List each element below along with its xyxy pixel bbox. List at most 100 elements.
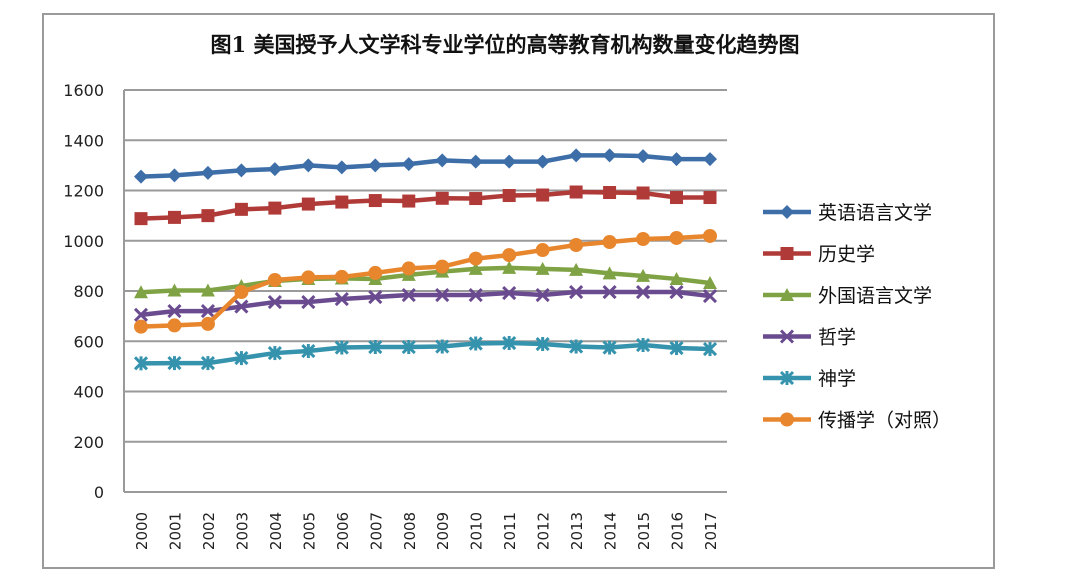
x-tick-label: 2009 (434, 512, 452, 550)
y-tick-label: 400 (73, 383, 104, 402)
x-tick-label: 2000 (133, 512, 151, 550)
square-marker (536, 188, 550, 202)
diamond-marker (267, 162, 282, 177)
x-tick-label: 2001 (166, 512, 184, 550)
diamond-marker (368, 158, 383, 173)
diamond-marker (602, 148, 617, 163)
star-marker (635, 337, 651, 353)
x-marker-stroke (535, 287, 550, 303)
x-tick-label: 2006 (334, 512, 352, 550)
x-marker-stroke (702, 288, 718, 304)
legend-item: 哲学 (763, 327, 856, 349)
square-marker (703, 191, 717, 205)
diamond-marker (636, 149, 651, 164)
circle-marker (703, 228, 717, 243)
triangle-marker (167, 283, 182, 297)
circle-marker (502, 248, 517, 263)
y-tick-label: 1400 (63, 131, 104, 150)
gridlines (124, 89, 727, 443)
star-marker (267, 345, 282, 361)
star-marker (368, 339, 383, 355)
x-marker (234, 299, 249, 314)
star-marker (468, 336, 483, 351)
x-marker-stroke (368, 289, 383, 305)
x-tick-label: 2016 (669, 512, 687, 550)
axes (123, 90, 727, 493)
x-marker-stroke (669, 284, 684, 300)
star-marker (669, 340, 684, 356)
circle-marker (134, 319, 148, 334)
x-marker-stroke (200, 304, 216, 319)
series-1 (134, 185, 717, 226)
triangle-marker (134, 285, 148, 299)
legend-label: 哲学 (818, 327, 856, 349)
triangle-marker (602, 266, 617, 280)
circle-marker (669, 230, 684, 245)
x-marker (368, 289, 383, 305)
chart-title: 图1 美国授予人文学科专业学位的高等教育机构数量变化趋势图 (211, 32, 800, 57)
x-marker (535, 287, 550, 303)
circle-marker (368, 265, 383, 280)
star-marker (702, 341, 718, 357)
square-marker (234, 202, 248, 216)
diamond-marker (167, 168, 182, 183)
x-marker-stroke (133, 307, 149, 322)
series-4 (133, 335, 718, 371)
circle-marker (167, 318, 182, 333)
diamond-marker (200, 165, 215, 180)
legend-label: 外国语言文学 (818, 285, 932, 307)
series-5 (134, 228, 717, 334)
diamond-marker (234, 163, 249, 178)
x-marker (502, 285, 517, 301)
x-marker-stroke (267, 294, 282, 310)
series-group (133, 148, 718, 371)
x-marker-stroke (401, 287, 416, 303)
x-axis-ticks: 2000 2001 2002 2003 2004 2005 2006 2007 2008 2009… (133, 512, 720, 550)
square-marker (569, 185, 583, 199)
circle-marker (200, 316, 215, 331)
x-tick-label: 2005 (300, 512, 318, 550)
legend-label: 神学 (818, 368, 856, 390)
star-marker (779, 370, 795, 386)
x-marker-stroke (569, 284, 584, 300)
x-tick-label: 2008 (401, 512, 419, 550)
x-tick-label: 2010 (468, 512, 486, 550)
diamond-marker (134, 169, 148, 184)
y-axis-ticks: 0 200 400 600 800 1000 1200 1400 1600 (63, 81, 104, 502)
triangle-marker (535, 261, 550, 275)
star-marker (435, 339, 450, 354)
diamond-marker (780, 205, 794, 219)
square-marker (167, 210, 181, 224)
x-tick-label: 2007 (367, 512, 385, 550)
star-marker (535, 336, 550, 352)
x-marker (167, 304, 182, 319)
x-marker (267, 294, 282, 310)
x-marker-stroke (602, 284, 617, 300)
x-marker-stroke (301, 294, 316, 310)
x-tick-label: 2004 (267, 512, 285, 550)
series-line (140, 153, 710, 179)
x-tick-label: 2002 (200, 512, 218, 550)
series-line (140, 265, 711, 295)
circle-marker (435, 259, 450, 274)
square-marker (469, 192, 483, 206)
diamond-marker (401, 157, 416, 172)
x-marker-stroke (435, 287, 450, 303)
diamond-marker (669, 152, 684, 167)
series-line (140, 189, 710, 221)
square-marker (502, 189, 516, 203)
square-marker (402, 194, 416, 208)
x-marker-stroke (334, 291, 349, 307)
x-marker (334, 291, 349, 307)
x-marker (401, 287, 416, 303)
star-marker (200, 356, 216, 371)
square-marker (335, 195, 349, 209)
y-tick-label: 0 (94, 483, 104, 502)
x-marker (669, 284, 684, 300)
circle-marker (535, 243, 550, 258)
triangle-marker (468, 261, 483, 275)
legend-label: 历史学 (818, 244, 875, 266)
x-marker (468, 287, 483, 303)
y-tick-label: 200 (73, 433, 104, 452)
